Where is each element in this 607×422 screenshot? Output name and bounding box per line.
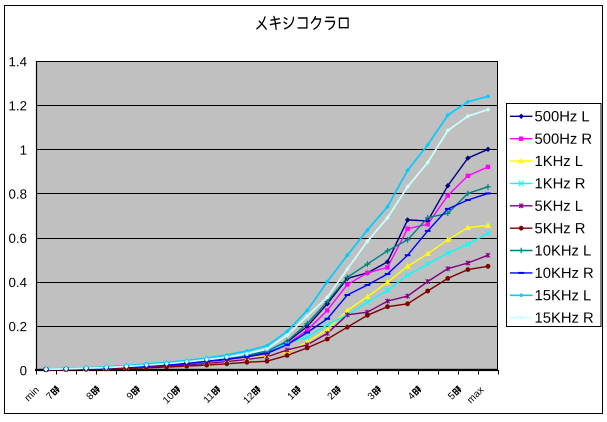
svg-text:15KHz L: 15KHz L (534, 288, 591, 304)
svg-text:500Hz R: 500Hz R (534, 132, 592, 148)
svg-text:1KHz R: 1KHz R (534, 176, 585, 192)
svg-text:15KHz R: 15KHz R (534, 311, 593, 327)
svg-text:1.4: 1.4 (8, 54, 27, 69)
svg-text:0.6: 0.6 (8, 231, 27, 246)
svg-text:1.2: 1.2 (8, 98, 27, 113)
svg-text:0: 0 (20, 363, 27, 378)
svg-text:5KHz R: 5KHz R (534, 221, 585, 237)
svg-text:10KHz L: 10KHz L (534, 244, 591, 260)
svg-text:1: 1 (20, 143, 27, 158)
svg-text:1KHz L: 1KHz L (534, 154, 583, 170)
svg-text:5KHz L: 5KHz L (534, 199, 583, 215)
svg-text:0.8: 0.8 (8, 187, 27, 202)
svg-text:0.4: 0.4 (8, 275, 27, 290)
svg-text:10KHz R: 10KHz R (534, 266, 593, 282)
svg-text:500Hz L: 500Hz L (534, 109, 589, 125)
svg-text:0.2: 0.2 (8, 319, 27, 334)
